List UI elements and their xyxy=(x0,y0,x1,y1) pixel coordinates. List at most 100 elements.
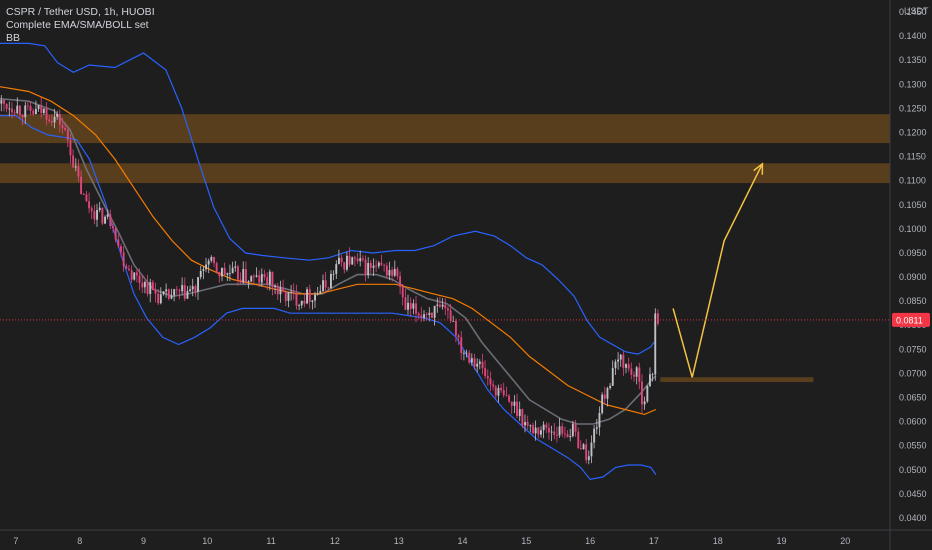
candle-body xyxy=(335,264,338,274)
candle-body xyxy=(322,280,324,292)
price-tick-label: 0.1250 xyxy=(899,103,927,113)
candle-body xyxy=(85,194,88,202)
candle-body xyxy=(340,257,343,263)
candle-body xyxy=(109,214,112,227)
candle-body xyxy=(162,291,165,295)
candle-body xyxy=(388,270,391,276)
candle-body xyxy=(444,304,447,309)
candle-body xyxy=(149,282,152,294)
resistance-zone[interactable] xyxy=(0,114,890,144)
indicator-label[interactable]: Complete EMA/SMA/BOLL set xyxy=(6,19,149,31)
candle-body xyxy=(569,436,572,437)
time-tick-label: 15 xyxy=(521,536,531,546)
candle-body xyxy=(45,108,48,120)
candle-body xyxy=(159,294,162,304)
candle-body xyxy=(558,426,561,436)
candle-body xyxy=(186,291,189,299)
candle-body xyxy=(268,271,271,285)
time-tick-label: 13 xyxy=(394,536,404,546)
candle-body xyxy=(497,387,500,396)
chart-legend: CSPR / Tether USD, 1h, HUOBI Complete EM… xyxy=(6,6,155,45)
candle-body xyxy=(151,282,154,291)
candle-body xyxy=(263,274,266,277)
time-tick-label: 9 xyxy=(141,536,146,546)
candle-body xyxy=(64,128,67,130)
candle-body xyxy=(165,289,168,292)
candle-body xyxy=(29,106,32,111)
candle-body xyxy=(330,274,332,289)
candle-body xyxy=(292,291,295,294)
candle-body xyxy=(346,255,348,270)
candle-body xyxy=(603,394,606,399)
candle-body xyxy=(93,211,96,220)
candle-body xyxy=(138,275,141,283)
bb-indicator-label[interactable]: BB xyxy=(6,32,21,44)
candle-body xyxy=(548,427,550,433)
candle-body xyxy=(614,361,617,369)
forecast-arrow[interactable] xyxy=(672,163,764,378)
candle-body xyxy=(436,304,439,306)
candle-body xyxy=(112,226,114,228)
resistance-zone[interactable] xyxy=(660,377,814,383)
candle-body xyxy=(643,401,646,405)
candle-body xyxy=(598,413,601,428)
candle-body xyxy=(136,272,138,276)
candle-body xyxy=(96,210,98,220)
candle-body xyxy=(484,368,487,376)
price-tick-label: 0.0400 xyxy=(899,513,927,523)
price-tick-label: 0.1100 xyxy=(899,176,926,186)
candle-body xyxy=(625,364,627,368)
candle-body xyxy=(210,257,213,261)
resistance-zone[interactable] xyxy=(0,163,890,184)
candle-body xyxy=(361,258,364,260)
symbol-title[interactable]: CSPR / Tether USD, 1h, HUOBI xyxy=(6,6,155,18)
candle-body xyxy=(274,285,277,288)
candle-body xyxy=(561,426,564,434)
candle-body xyxy=(521,409,524,426)
candle-body xyxy=(473,358,476,367)
candle-body xyxy=(298,305,300,306)
candle-body xyxy=(173,289,176,296)
candle-body xyxy=(407,302,409,310)
candle-body xyxy=(229,273,231,275)
candle-body xyxy=(247,281,250,283)
candle-body xyxy=(120,246,122,253)
time-tick-label: 7 xyxy=(13,536,18,546)
candle-body xyxy=(213,257,215,264)
candle-body xyxy=(191,286,194,290)
candle-body xyxy=(532,425,534,434)
candle-body xyxy=(218,272,221,277)
candle-body xyxy=(199,271,202,278)
candle-body xyxy=(98,207,101,210)
candle-body xyxy=(489,378,492,385)
candle-body xyxy=(133,272,136,280)
candle-body xyxy=(72,155,75,168)
candle-body xyxy=(221,267,223,277)
candle-body xyxy=(32,110,35,114)
candle-body xyxy=(205,264,207,270)
candle-body xyxy=(207,260,210,265)
candle-body xyxy=(649,374,651,386)
price-tick-label: 0.0900 xyxy=(899,272,927,282)
candle-body xyxy=(128,268,130,270)
candle-body xyxy=(223,267,226,275)
price-tick-label: 0.0550 xyxy=(899,441,927,451)
price-axis-background xyxy=(890,0,932,550)
candle-body xyxy=(635,367,638,377)
price-tick-label: 0.1300 xyxy=(899,79,927,89)
price-tick-label: 0.0600 xyxy=(899,417,927,427)
time-tick-label: 12 xyxy=(330,536,340,546)
candle-body xyxy=(377,262,380,267)
candle-body xyxy=(266,277,269,285)
time-tick-label: 11 xyxy=(266,536,275,546)
candle-body xyxy=(242,269,245,283)
candle-body xyxy=(641,381,643,405)
price-tick-label: 0.1350 xyxy=(899,55,927,65)
candle-body xyxy=(460,337,463,354)
candle-body xyxy=(5,103,8,109)
candle-body xyxy=(601,394,604,413)
candle-body xyxy=(53,116,56,123)
